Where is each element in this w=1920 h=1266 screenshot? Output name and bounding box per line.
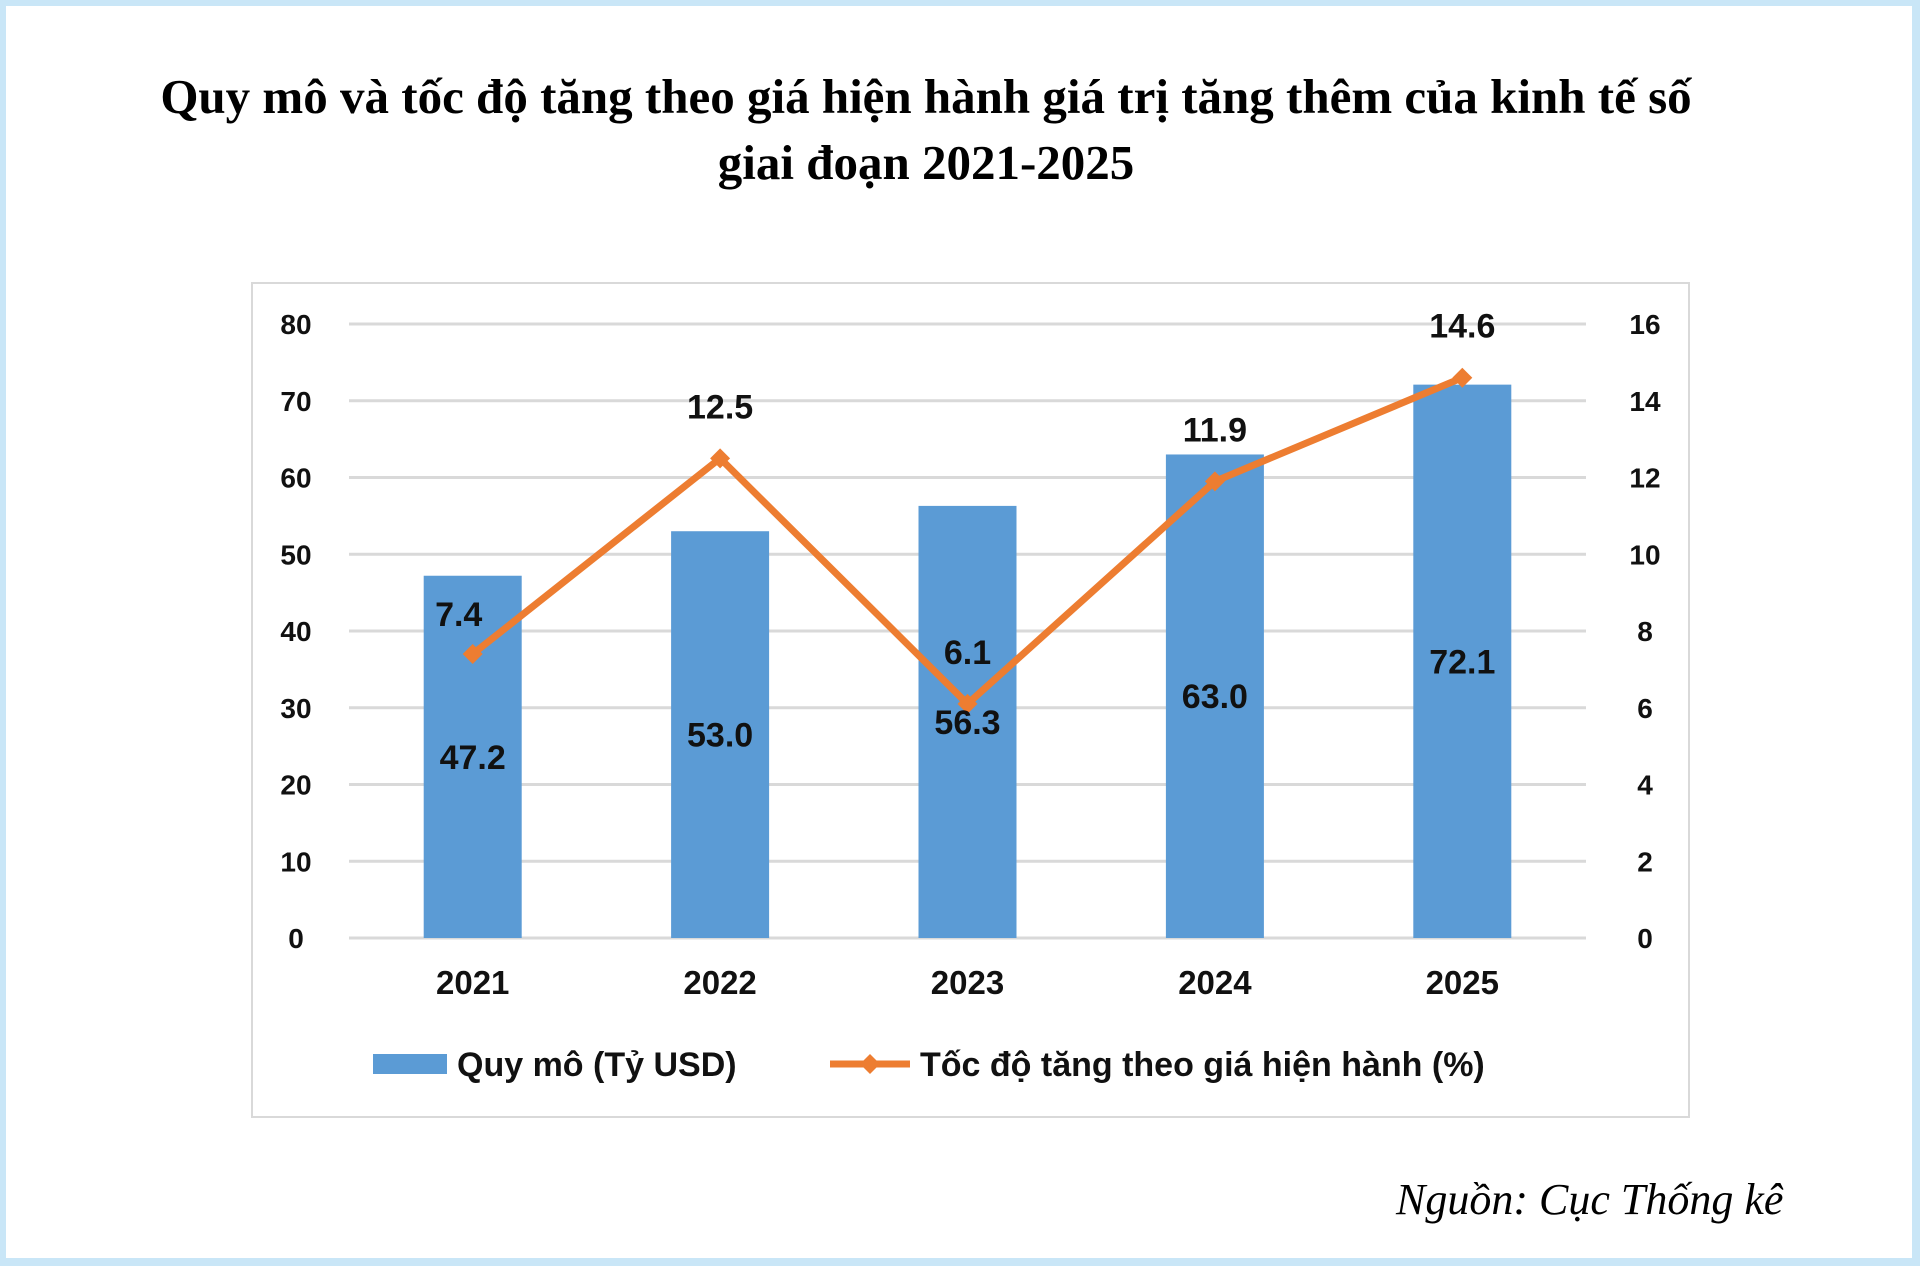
x-tick-label: 2023 [931, 964, 1004, 1001]
line-data-label: 6.1 [944, 634, 991, 672]
legend-line-label: Tốc độ tăng theo giá hiện hành (%) [920, 1046, 1485, 1084]
bar-2023 [918, 505, 1017, 938]
y-right-tick-label: 4 [1637, 770, 1653, 801]
y-left-tick-label: 20 [280, 770, 311, 801]
line-marker-2021 [462, 644, 483, 665]
y-left-tick-label: 30 [280, 693, 311, 724]
bar-data-label: 53.0 [687, 717, 753, 755]
legend-bar-label: Quy mô (Tỷ USD) [457, 1046, 737, 1084]
line-data-label: 11.9 [1183, 411, 1247, 449]
bar-2025 [1413, 384, 1512, 938]
line-data-label: 14.6 [1429, 308, 1495, 346]
y-right-tick-label: 12 [1629, 463, 1660, 494]
y-left-tick-label: 10 [280, 846, 311, 877]
line-marker-2025 [1452, 367, 1473, 388]
x-tick-label: 2022 [683, 964, 756, 1001]
bar-data-label: 56.3 [934, 704, 1000, 742]
x-tick-label: 2024 [1178, 964, 1252, 1001]
y-right-tick-label: 0 [1637, 923, 1653, 954]
bar-2021 [423, 575, 522, 938]
y-right-tick-label: 8 [1637, 616, 1653, 647]
line-marker-2022 [710, 448, 731, 469]
source-note: Nguồn: Cục Thống kê [1396, 1175, 1784, 1224]
y-right-tick-label: 16 [1629, 309, 1660, 340]
legend-bar-swatch [373, 1054, 447, 1074]
line-data-label: 7.4 [435, 596, 482, 634]
bar-2022 [671, 531, 770, 938]
y-right-tick-label: 2 [1637, 846, 1653, 877]
y-right-tick-label: 14 [1629, 386, 1661, 417]
chart-title-line-1: Quy mô và tốc độ tăng theo giá hiện hành… [160, 69, 1692, 124]
line-marker-2023 [957, 693, 978, 714]
bar-data-label: 72.1 [1429, 643, 1495, 681]
legend-line-marker [860, 1054, 880, 1074]
y-left-tick-label: 50 [280, 539, 311, 570]
bar-2024 [1165, 454, 1264, 938]
y-left-tick-label: 70 [280, 386, 311, 417]
chart-title-line-2: giai đoạn 2021-2025 [717, 135, 1135, 190]
x-tick-label: 2021 [436, 964, 509, 1001]
y-right-tick-label: 6 [1637, 693, 1653, 724]
line-data-label: 12.5 [687, 388, 753, 426]
y-right-tick-label: 10 [1629, 539, 1660, 570]
y-left-tick-label: 80 [280, 309, 311, 340]
chart-title: Quy mô và tốc độ tăng theo giá hiện hành… [6, 64, 1846, 196]
bar-data-label: 63.0 [1182, 678, 1248, 716]
y-left-tick-label: 0 [288, 923, 304, 954]
y-left-tick-label: 60 [280, 463, 311, 494]
y-left-tick-label: 40 [280, 616, 311, 647]
x-tick-label: 2025 [1426, 964, 1499, 1001]
bar-data-label: 47.2 [440, 739, 506, 777]
line-marker-2024 [1204, 471, 1225, 492]
